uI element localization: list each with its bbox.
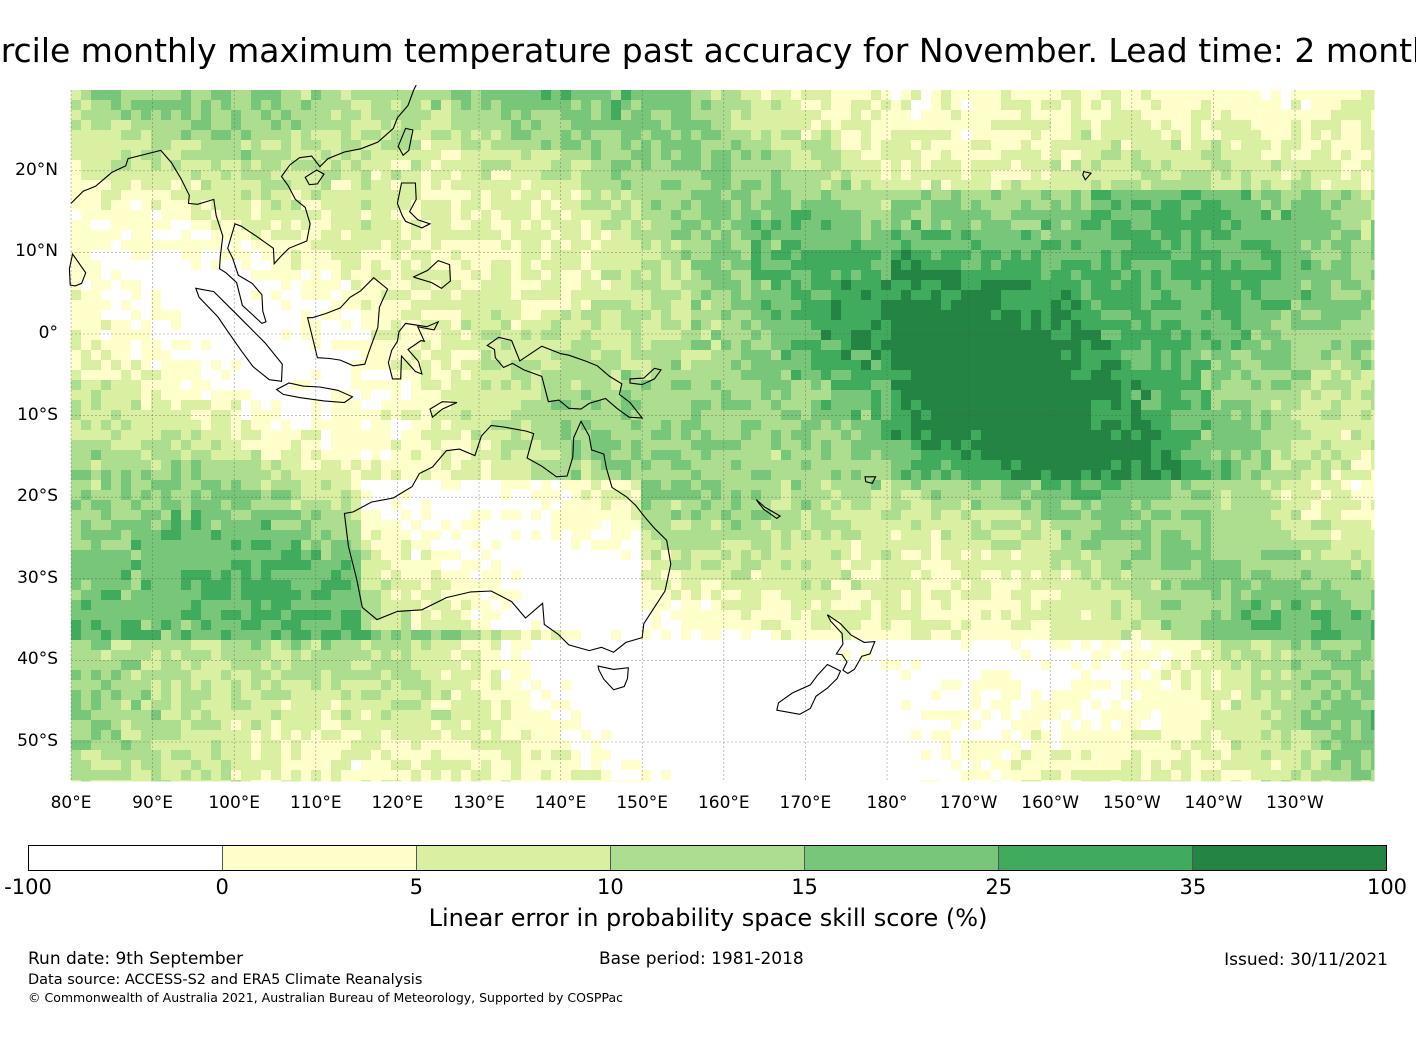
issued-date: Issued: 30/11/2021 <box>1224 950 1388 970</box>
data-source: Data source: ACCESS-S2 and ERA5 Climate … <box>28 972 423 988</box>
lat-label: 20°S <box>17 486 58 507</box>
coastline-borneo <box>306 276 389 367</box>
coastline-mainland-asia <box>70 84 417 325</box>
lon-label: 160°E <box>697 793 750 813</box>
lat-label: 0° <box>38 323 58 343</box>
lon-label: 130°E <box>453 793 505 813</box>
colorbar-tick: 5 <box>409 875 423 899</box>
lon-label: 80°E <box>50 793 92 813</box>
lat-label: 30°S <box>17 567 58 588</box>
lat-label: 10°N <box>15 241 58 262</box>
colorbar-tick: 100 <box>1366 875 1408 899</box>
lon-label: 130°W <box>1266 793 1324 813</box>
lon-label: 180° <box>866 793 908 813</box>
skill-score-map <box>68 84 1375 782</box>
base-period: Base period: 1981-2018 <box>599 949 804 969</box>
skill-grid <box>71 90 1375 782</box>
coastline-new-britain <box>629 367 662 386</box>
colorbar-tick: 10 <box>597 875 624 899</box>
lon-label: 170°W <box>939 793 998 813</box>
coastline-hawaii <box>1082 170 1093 181</box>
coastline-taiwan <box>397 127 414 157</box>
colorbar-tick: 25 <box>985 875 1013 899</box>
coastline-sri-lanka <box>68 252 87 287</box>
lat-label: 10°S <box>17 404 58 425</box>
colorbar-segment <box>223 846 417 870</box>
lat-label: 40°S <box>17 649 58 670</box>
coastline-new-caledonia <box>755 499 782 520</box>
copyright: © Commonwealth of Australia 2021, Austra… <box>28 990 623 1005</box>
lon-label: 160°W <box>1021 793 1080 813</box>
coastline-new-zealand-south <box>776 663 842 715</box>
colorbar-label: Linear error in probability space skill … <box>428 904 988 932</box>
graticule <box>70 90 1374 781</box>
coastline-java <box>275 382 354 404</box>
colorbar-segment <box>417 846 611 870</box>
colorbar-segment <box>29 846 223 870</box>
coastline-new-zealand-north <box>826 614 876 675</box>
colorbar <box>28 845 1387 871</box>
lon-label: 110°E <box>289 793 342 813</box>
lon-label: 140°E <box>534 793 587 813</box>
coastline-timor <box>429 401 458 419</box>
coastline-sumatra <box>194 287 283 382</box>
colorbar-segment <box>999 846 1193 870</box>
coastline-mindanao <box>412 259 451 289</box>
lon-label: 90°E <box>132 793 174 813</box>
colorbar-tick: 15 <box>791 875 818 899</box>
coastlines <box>68 84 1093 715</box>
colorbar-tick: 0 <box>215 875 229 899</box>
lon-label: 150°W <box>1102 793 1161 813</box>
coastline-vanua-levu <box>864 476 877 484</box>
lon-label: 150°E <box>616 793 669 813</box>
lon-label: 100°E <box>208 793 261 813</box>
colorbar-segment <box>1193 846 1386 870</box>
colorbar-tick: -100 <box>4 875 52 899</box>
colorbar-segment <box>805 846 999 870</box>
lon-label: 170°E <box>779 793 832 813</box>
lat-label: 20°N <box>15 159 58 180</box>
coastline-sulawesi <box>387 320 440 380</box>
colorbar-segment <box>611 846 805 870</box>
lon-label: 140°W <box>1184 793 1243 813</box>
lat-label: 50°S <box>17 731 58 751</box>
coastline-australia <box>343 420 672 653</box>
lon-label: 120°E <box>371 793 424 813</box>
coastline-hainan <box>304 169 325 186</box>
coastline-tasmania <box>597 665 629 691</box>
page-title: Tercile monthly maximum temperature past… <box>0 31 1416 70</box>
run-date: Run date: 9th September <box>28 949 244 969</box>
colorbar-tick: 35 <box>1179 875 1207 899</box>
coastline-luzon <box>396 182 432 229</box>
coastline-new-guinea <box>486 336 644 419</box>
